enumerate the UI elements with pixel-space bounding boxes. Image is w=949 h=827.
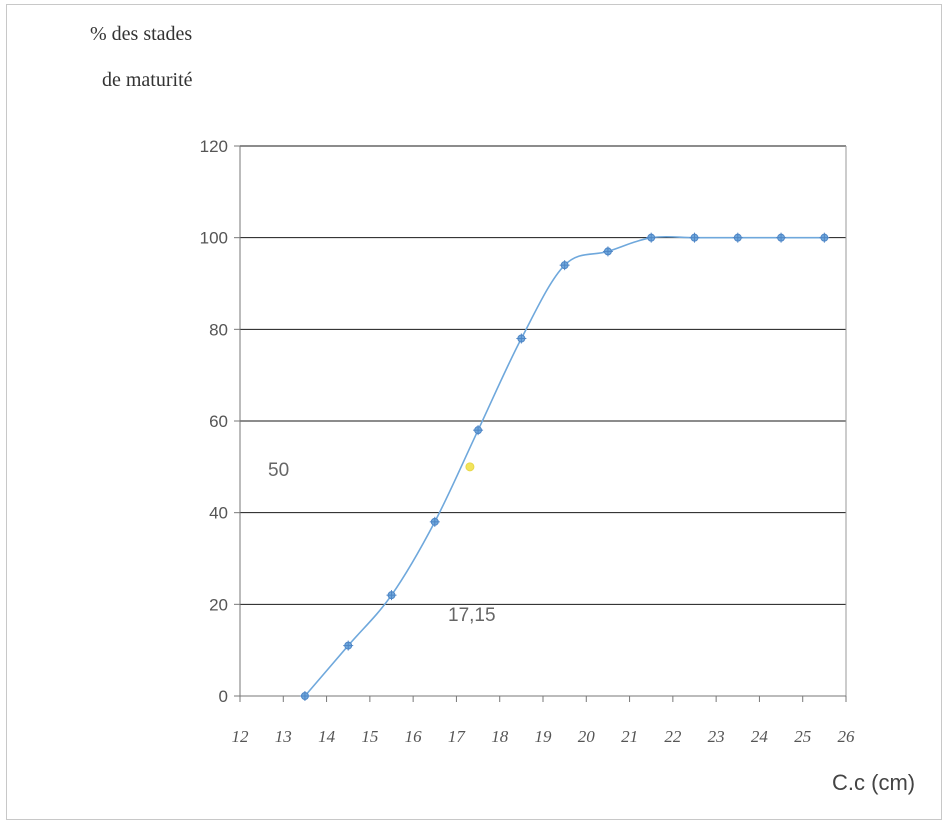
x-tick-label-21: 21 — [621, 727, 638, 746]
x-tick-label-17: 17 — [448, 727, 467, 746]
y-tick-label-120: 120 — [200, 137, 228, 156]
y-tick-label-0: 0 — [219, 687, 228, 706]
x-tick-label-26: 26 — [838, 727, 856, 746]
data-point — [516, 333, 527, 344]
x-tick-label-13: 13 — [275, 727, 292, 746]
y-axis-label-line2: de maturité — [102, 69, 193, 91]
x-tick-label-16: 16 — [405, 727, 423, 746]
data-point — [819, 232, 830, 243]
highlight-point — [465, 462, 475, 472]
data-point — [646, 232, 657, 243]
axes — [234, 145, 847, 702]
data-points — [299, 232, 830, 701]
x-tick-label-14: 14 — [318, 727, 336, 746]
x-tick-labels: 12 13 14 15 16 17 18 19 20 21 22 23 24 25 26 — [232, 727, 856, 746]
chart-frame — [6, 4, 942, 820]
y-tick-label-60: 60 — [209, 412, 228, 431]
x-tick-label-23: 23 — [708, 727, 725, 746]
annotations: 50 17,15 — [268, 460, 496, 626]
data-point — [689, 232, 700, 243]
y-tick-label-40: 40 — [209, 504, 228, 523]
y-tick-label-20: 20 — [209, 595, 228, 614]
x-tick-label-20: 20 — [578, 727, 596, 746]
x-tick-label-18: 18 — [491, 727, 509, 746]
grid-lines — [240, 145, 846, 605]
data-point — [473, 425, 484, 436]
data-point — [429, 516, 440, 527]
data-point — [776, 232, 787, 243]
series-line — [304, 235, 825, 697]
x-axis-label: C.c (cm) — [832, 770, 916, 795]
y-tick-labels: 0 20 40 60 80 100 120 — [200, 137, 228, 706]
y-tick-label-80: 80 — [209, 320, 228, 339]
annotation-x-value: 17,15 — [448, 605, 496, 626]
y-axis-label-line1: % des stades — [90, 23, 193, 45]
y-tick-label-100: 100 — [200, 229, 228, 248]
x-tick-label-12: 12 — [232, 727, 250, 746]
data-point — [559, 260, 570, 271]
data-point — [602, 246, 613, 257]
data-point — [299, 691, 310, 701]
annotation-y-value: 50 — [268, 460, 289, 481]
data-point — [343, 640, 354, 651]
x-tick-label-25: 25 — [794, 727, 811, 746]
x-tick-label-24: 24 — [751, 727, 769, 746]
data-point — [386, 590, 397, 601]
x-tick-label-15: 15 — [361, 727, 378, 746]
x-tick-label-19: 19 — [535, 727, 553, 746]
x-tick-label-22: 22 — [664, 727, 682, 746]
series-curve — [304, 235, 825, 697]
data-point — [732, 232, 743, 243]
